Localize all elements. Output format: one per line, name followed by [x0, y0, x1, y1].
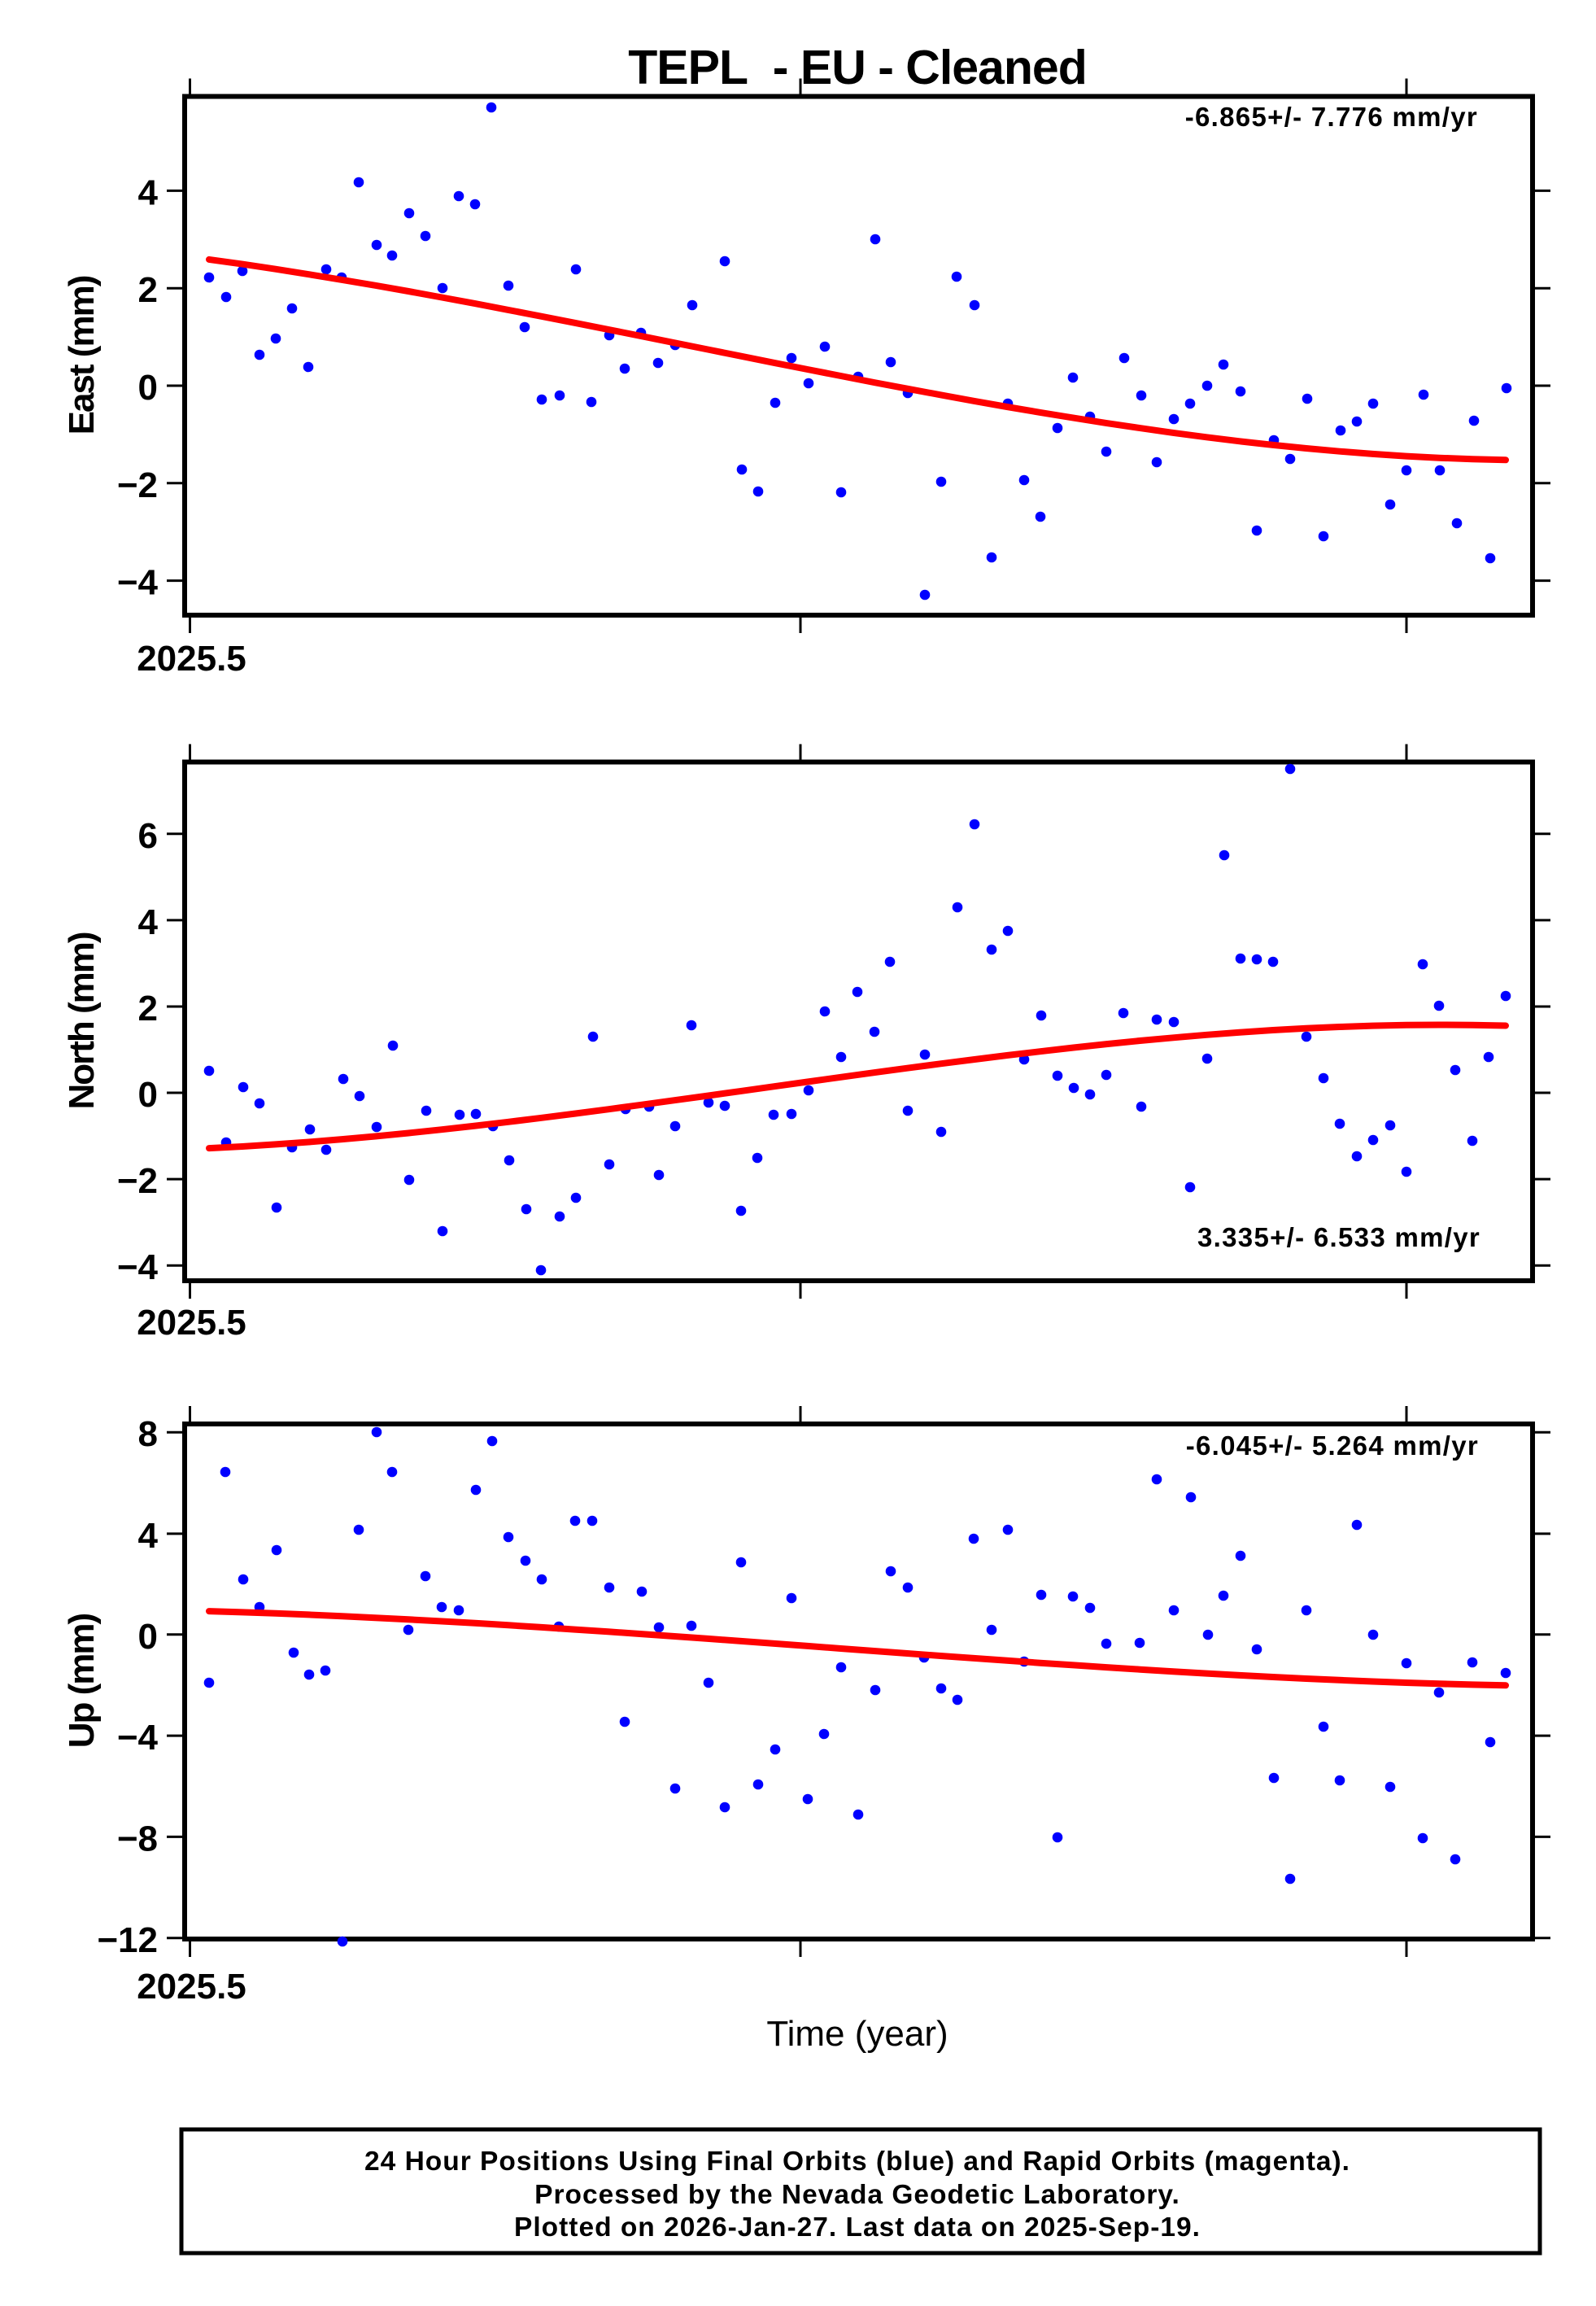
svg-text:2: 2 [138, 989, 158, 1029]
svg-text:−12: −12 [97, 1920, 158, 1960]
svg-text:4: 4 [138, 902, 159, 942]
svg-text:2025.5: 2025.5 [137, 1967, 246, 2007]
svg-text:−2: −2 [117, 1161, 158, 1201]
svg-text:−8: −8 [117, 1819, 158, 1858]
svg-text:2025.5: 2025.5 [137, 1303, 246, 1343]
svg-text:4: 4 [138, 173, 159, 212]
svg-text:TEPL - EU - Cleaned: TEPL - EU - Cleaned [628, 41, 1087, 94]
svg-text:0: 0 [138, 1617, 158, 1657]
svg-text:2: 2 [138, 270, 158, 310]
svg-text:0: 0 [138, 1075, 158, 1115]
svg-text:−4: −4 [117, 1247, 159, 1287]
svg-text:24 Hour Positions Using Final: 24 Hour Positions Using Final Orbits (bl… [364, 2147, 1350, 2177]
svg-text:Up (mm): Up (mm) [62, 1614, 102, 1748]
svg-text:−4: −4 [117, 563, 159, 603]
svg-text:−4: −4 [117, 1718, 159, 1758]
svg-text:Plotted on 2026-Jan-27. Last d: Plotted on 2026-Jan-27. Last data on 202… [514, 2212, 1201, 2243]
svg-text:3.335+/- 6.533 mm/yr: 3.335+/- 6.533 mm/yr [1197, 1222, 1480, 1252]
svg-text:8: 8 [138, 1414, 158, 1454]
svg-text:North (mm): North (mm) [62, 932, 102, 1109]
svg-text:-6.045+/- 5.264 mm/yr: -6.045+/- 5.264 mm/yr [1186, 1430, 1479, 1461]
svg-text:Processed by the Nevada Geodet: Processed by the Nevada Geodetic Laborat… [534, 2180, 1180, 2210]
svg-text:2025.5: 2025.5 [137, 639, 246, 679]
svg-text:Time (year): Time (year) [766, 2014, 948, 2054]
svg-text:4: 4 [138, 1516, 159, 1556]
svg-text:6: 6 [138, 816, 158, 856]
svg-text:East (mm): East (mm) [62, 276, 102, 435]
svg-text:−2: −2 [117, 465, 158, 505]
svg-text:-6.865+/- 7.776 mm/yr: -6.865+/- 7.776 mm/yr [1185, 102, 1478, 132]
svg-text:0: 0 [138, 368, 158, 408]
